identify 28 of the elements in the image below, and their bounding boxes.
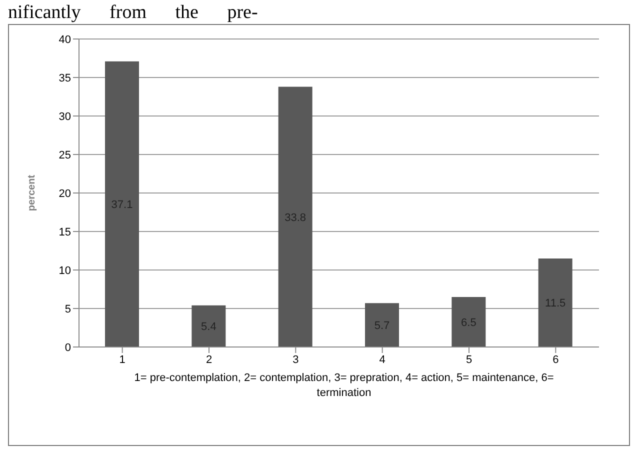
x-tick-label: 3 [292, 354, 299, 366]
y-tick-label: 40 [58, 34, 71, 46]
y-tick-label: 20 [58, 188, 71, 200]
y-tick-label: 15 [58, 226, 71, 238]
y-axis-title: percent [26, 174, 38, 212]
x-tick-label: 4 [379, 354, 386, 366]
bar [538, 258, 572, 347]
x-tick-label: 6 [552, 354, 559, 366]
y-tick-label: 0 [64, 342, 71, 354]
data-label: 5.4 [201, 321, 216, 334]
text: nificantly from the pre- [8, 2, 259, 24]
y-tick-label: 35 [58, 72, 71, 84]
y-tick-label: 10 [58, 264, 71, 277]
bar [278, 86, 312, 347]
x-tick-label: 2 [206, 354, 212, 366]
bar [105, 61, 139, 347]
x-tick-label: 1 [119, 354, 126, 366]
bar [192, 305, 226, 347]
x-axis-title: 1= pre-contemplation, 2= contemplation, 3= prepration, 4= action, 5= maintenance, 6= termination [133, 371, 555, 401]
y-tick-label: 25 [58, 149, 71, 162]
x-tick-label: 5 [466, 354, 472, 366]
y-tick-label: 5 [64, 303, 71, 316]
data-label: 33.8 [284, 212, 306, 224]
bar [365, 303, 399, 347]
bar [452, 296, 486, 347]
data-label: 11.5 [545, 298, 566, 310]
data-label: 6.5 [461, 316, 476, 329]
y-tick-label: 30 [58, 110, 71, 123]
